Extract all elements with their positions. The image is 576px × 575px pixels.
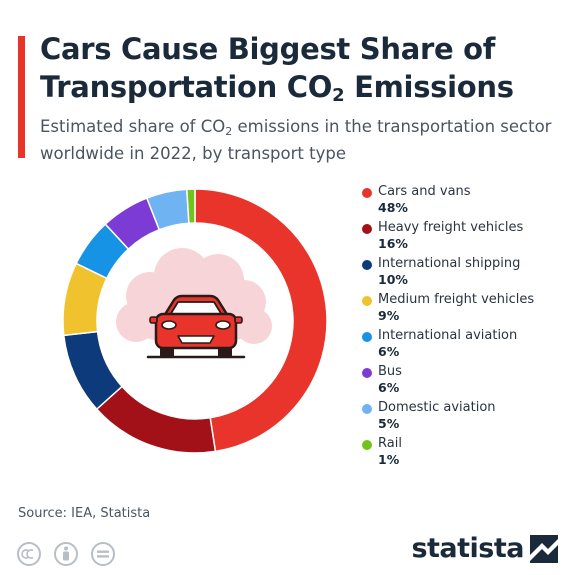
legend-value: 1% xyxy=(378,452,400,467)
legend-swatch xyxy=(362,440,372,450)
legend-label: Domestic aviation xyxy=(378,400,496,415)
brand-name: statista xyxy=(411,533,524,564)
legend-value: 16% xyxy=(378,236,408,251)
title-accent-bar xyxy=(18,36,25,158)
legend-item: Heavy freight vehicles 16% xyxy=(362,220,572,256)
legend-item: Bus 6% xyxy=(362,364,572,400)
legend-item: Cars and vans 48% xyxy=(362,184,572,220)
donut-slices xyxy=(62,188,328,454)
title-line-1: Cars Cause Biggest Share of xyxy=(40,32,496,66)
chart-subtitle: Estimated share of CO2 emissions in the … xyxy=(40,116,560,165)
title-line-2: Transportation CO xyxy=(40,70,333,104)
subtitle-start: Estimated share of CO xyxy=(40,117,226,136)
donut-slice-heavy-freight-vehicles xyxy=(95,385,217,454)
legend-swatch xyxy=(362,404,372,414)
attribution-icon xyxy=(54,542,78,566)
statista-logo: statista xyxy=(411,533,558,564)
legend-label: International aviation xyxy=(378,328,518,343)
statista-mark-icon xyxy=(530,534,558,563)
legend-swatch xyxy=(362,188,372,198)
cc-icon xyxy=(17,542,41,566)
no-derivatives-icon xyxy=(91,542,115,566)
legend-value: 5% xyxy=(378,416,400,431)
legend-label: Cars and vans xyxy=(378,184,471,199)
license-icons xyxy=(16,541,120,571)
legend-label: Medium freight vehicles xyxy=(378,292,535,307)
legend-label: Bus xyxy=(378,364,402,379)
legend-swatch xyxy=(362,224,372,234)
legend-value: 10% xyxy=(378,272,408,287)
donut-slice-rail xyxy=(185,188,196,224)
legend-item: Rail 1% xyxy=(362,436,572,472)
legend: Cars and vans 48% Heavy freight vehicles 16… xyxy=(362,184,572,472)
legend-label: International shipping xyxy=(378,256,521,271)
legend-value: 48% xyxy=(378,200,408,215)
title-line-2-end: Emissions xyxy=(344,70,514,104)
donut-slice-cars-and-vans xyxy=(194,188,328,453)
legend-item: International aviation 6% xyxy=(362,328,572,364)
legend-swatch xyxy=(362,332,372,342)
subtitle-subscript: 2 xyxy=(225,125,233,138)
title-subscript: 2 xyxy=(332,85,345,106)
legend-value: 6% xyxy=(378,380,400,395)
legend-swatch xyxy=(362,368,372,378)
legend-item: International shipping 10% xyxy=(362,256,572,292)
source-note: Source: IEA, Statista xyxy=(18,506,151,521)
legend-item: Medium freight vehicles 9% xyxy=(362,292,572,328)
legend-label: Heavy freight vehicles xyxy=(378,220,524,235)
subtitle-end: emissions in the transportation sector w… xyxy=(40,117,552,163)
chart-title: Cars Cause Biggest Share of Transportati… xyxy=(40,30,560,115)
legend-value: 9% xyxy=(378,308,400,323)
legend-item: Domestic aviation 5% xyxy=(362,400,572,436)
legend-label: Rail xyxy=(378,436,402,451)
car-in-smog-icon xyxy=(116,248,272,359)
legend-swatch xyxy=(362,260,372,270)
legend-swatch xyxy=(362,296,372,306)
donut-chart xyxy=(62,188,328,454)
legend-value: 6% xyxy=(378,344,400,359)
